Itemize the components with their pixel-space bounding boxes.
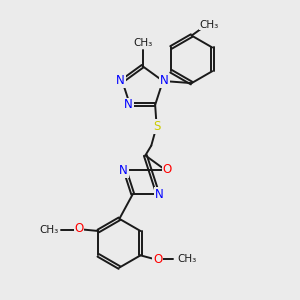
Text: N: N (116, 74, 125, 88)
Text: CH₃: CH₃ (133, 38, 152, 48)
Text: N: N (124, 98, 133, 111)
Text: O: O (153, 253, 162, 266)
Text: N: N (155, 188, 164, 201)
Text: CH₃: CH₃ (200, 20, 219, 30)
Text: S: S (153, 120, 160, 133)
Text: CH₃: CH₃ (178, 254, 197, 264)
Text: N: N (160, 74, 169, 88)
Text: O: O (74, 222, 84, 235)
Text: N: N (119, 164, 128, 177)
Text: CH₃: CH₃ (39, 224, 58, 235)
Text: O: O (163, 163, 172, 176)
